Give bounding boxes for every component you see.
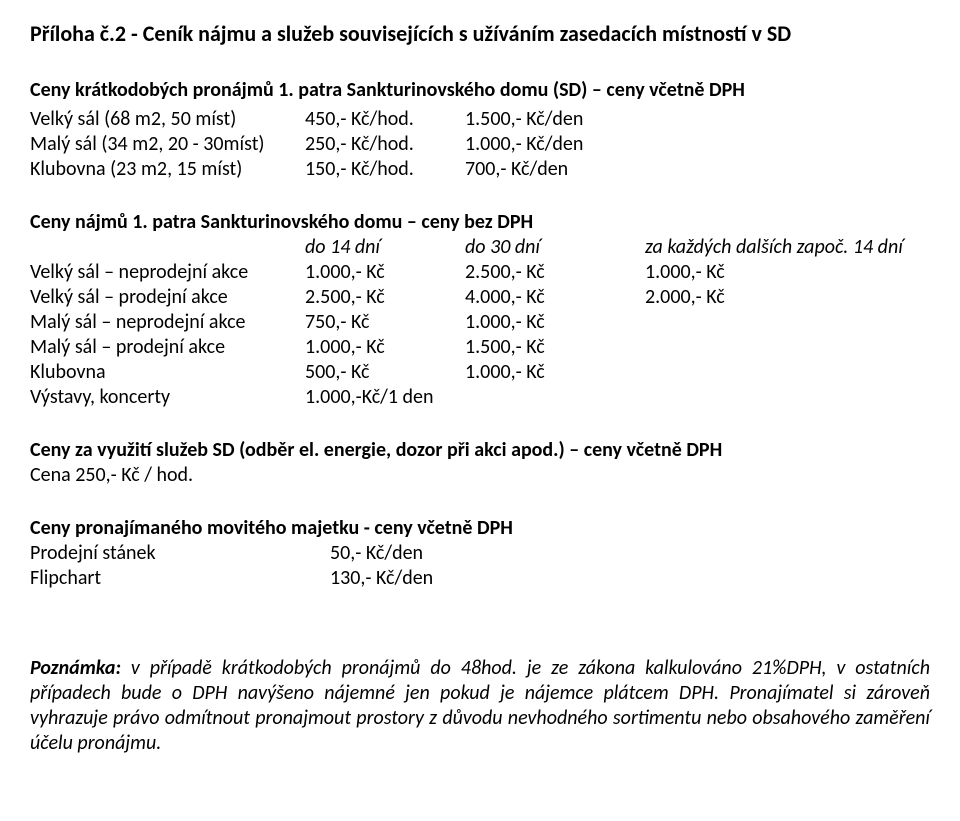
section4-heading: Ceny pronajímaného movitého majetku - ce… [30, 516, 930, 541]
cell-value: 1.000,- Kč [465, 360, 645, 385]
section4-heading-bold: Ceny pronajímaného movitého majetku [30, 516, 359, 540]
cell-value: 2.000,- Kč [645, 285, 725, 310]
cell-value: 1.000,- Kč [305, 260, 465, 285]
column-header: do 30 dní [465, 235, 645, 260]
table-row: Klubovna (23 m2, 15 míst) 150,- Kč/hod. … [30, 157, 930, 182]
section1-heading-bold: Ceny krátkodobých pronájmů 1. patra Sank… [30, 78, 587, 102]
section4-heading-rest: - ceny včetně DPH [359, 516, 513, 540]
column-header: za každých dalších započ. 14 dní [645, 235, 903, 260]
cell-label: Klubovna (23 m2, 15 míst) [30, 157, 305, 182]
footnote: Poznámka: v případě krátkodobých pronájm… [30, 656, 930, 756]
cell-value: 750,- Kč [305, 310, 465, 335]
table-row: Výstavy, koncerty 1.000,-Kč/1 den [30, 385, 930, 410]
table-row: Malý sál – neprodejní akce 750,- Kč 1.00… [30, 310, 930, 335]
document-title: Příloha č.2 - Ceník nájmu a služeb souvi… [30, 20, 930, 48]
table-row: Velký sál – prodejní akce 2.500,- Kč 4.0… [30, 285, 930, 310]
cell-label: Malý sál – neprodejní akce [30, 310, 305, 335]
column-header: do 14 dní [305, 235, 465, 260]
section1-heading: Ceny krátkodobých pronájmů 1. patra Sank… [30, 78, 930, 103]
cell-label: Prodejní stánek [30, 541, 330, 566]
section3-heading-bold: Ceny za využití služeb SD [30, 438, 235, 462]
section2-heading-bold: Ceny nájmů 1. patra Sankturinovského dom… [30, 210, 402, 234]
table-row: Malý sál – prodejní akce 1.000,- Kč 1.50… [30, 335, 930, 360]
cell-value: 2.500,- Kč [305, 285, 465, 310]
section3-heading-rest: (odběr el. energie, dozor při akci apod.… [235, 438, 723, 462]
cell-value: 1.000,- Kč [645, 260, 725, 285]
header-spacer [30, 235, 305, 260]
cell-value: 1.000,- Kč [465, 310, 645, 335]
cell-label: Klubovna [30, 360, 305, 385]
section1-heading-rest: – ceny včetně DPH [587, 78, 744, 102]
cell-label: Velký sál (68 m2, 50 míst) [30, 107, 305, 132]
cell-value: 700,- Kč/den [465, 157, 645, 182]
cell-value [465, 385, 645, 410]
cell-value: 130,- Kč/den [330, 566, 433, 591]
table-row: Flipchart 130,- Kč/den [30, 566, 930, 591]
section3-line: Cena 250,- Kč / hod. [30, 463, 930, 488]
cell-label: Malý sál (34 m2, 20 - 30míst) [30, 132, 305, 157]
cell-value: 1.000,-Kč/1 den [305, 385, 465, 410]
section2-heading-rest: – ceny bez DPH [402, 210, 533, 234]
cell-label: Flipchart [30, 566, 330, 591]
footnote-lead: Poznámka: [30, 656, 121, 680]
table-row: Velký sál – neprodejní akce 1.000,- Kč 2… [30, 260, 930, 285]
cell-value: 1.000,- Kč/den [465, 132, 645, 157]
cell-value: 250,- Kč/hod. [305, 132, 465, 157]
cell-value: 2.500,- Kč [465, 260, 645, 285]
cell-value: 450,- Kč/hod. [305, 107, 465, 132]
cell-label: Velký sál – prodejní akce [30, 285, 305, 310]
table-row: Velký sál (68 m2, 50 míst) 450,- Kč/hod.… [30, 107, 930, 132]
cell-value: 500,- Kč [305, 360, 465, 385]
cell-value: 1.500,- Kč [465, 335, 645, 360]
cell-value: 150,- Kč/hod. [305, 157, 465, 182]
table-row: Prodejní stánek 50,- Kč/den [30, 541, 930, 566]
section2-heading: Ceny nájmů 1. patra Sankturinovského dom… [30, 210, 930, 235]
cell-value: 50,- Kč/den [330, 541, 423, 566]
cell-label: Výstavy, koncerty [30, 385, 305, 410]
footnote-body: v případě krátkodobých pronájmů do 48hod… [30, 656, 930, 755]
cell-value: 4.000,- Kč [465, 285, 645, 310]
section3-heading: Ceny za využití služeb SD (odběr el. ene… [30, 438, 930, 463]
table-row: Klubovna 500,- Kč 1.000,- Kč [30, 360, 930, 385]
cell-label: Malý sál – prodejní akce [30, 335, 305, 360]
cell-label: Velký sál – neprodejní akce [30, 260, 305, 285]
table-header-row: do 14 dní do 30 dní za každých dalších z… [30, 235, 930, 260]
cell-value: 1.500,- Kč/den [465, 107, 645, 132]
cell-value: 1.000,- Kč [305, 335, 465, 360]
table-row: Malý sál (34 m2, 20 - 30míst) 250,- Kč/h… [30, 132, 930, 157]
